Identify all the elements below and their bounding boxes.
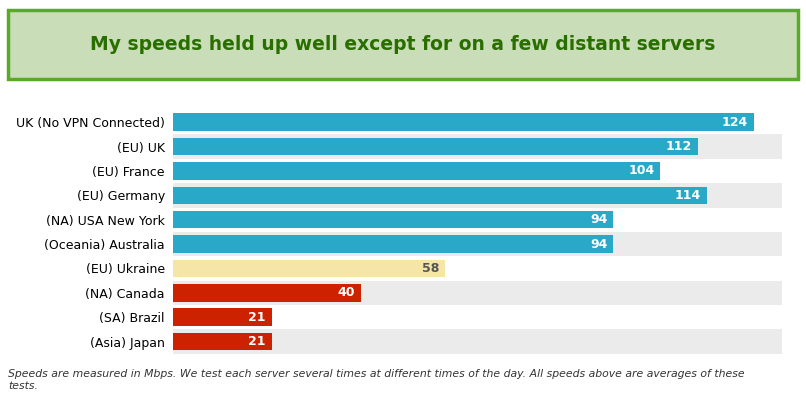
Text: 58: 58 <box>422 262 439 275</box>
Bar <box>173 309 272 326</box>
Bar <box>173 235 613 253</box>
Text: 94: 94 <box>590 237 608 251</box>
Text: 94: 94 <box>590 213 608 226</box>
Bar <box>173 138 697 155</box>
Bar <box>173 256 782 281</box>
Bar <box>173 162 660 180</box>
Bar <box>173 284 360 301</box>
Bar <box>173 211 613 228</box>
Bar <box>173 114 754 131</box>
Bar <box>173 232 782 256</box>
Bar <box>173 260 445 277</box>
Text: 112: 112 <box>666 140 692 153</box>
Text: 114: 114 <box>675 189 701 202</box>
Text: 104: 104 <box>628 164 654 178</box>
Text: 40: 40 <box>338 286 355 299</box>
Bar <box>173 183 782 208</box>
Bar <box>173 159 782 183</box>
Bar <box>173 134 782 159</box>
Bar <box>173 305 782 329</box>
Text: Speeds are measured in Mbps. We test each server several times at different time: Speeds are measured in Mbps. We test eac… <box>8 369 745 391</box>
Bar <box>173 187 707 204</box>
Bar <box>173 110 782 134</box>
Text: My speeds held up well except for on a few distant servers: My speeds held up well except for on a f… <box>90 35 716 54</box>
Text: 21: 21 <box>248 335 266 348</box>
Bar <box>173 281 782 305</box>
Bar <box>173 329 782 354</box>
Bar <box>173 208 782 232</box>
Text: 124: 124 <box>722 116 748 129</box>
Bar <box>173 333 272 350</box>
FancyBboxPatch shape <box>8 10 798 79</box>
Text: 21: 21 <box>248 310 266 324</box>
